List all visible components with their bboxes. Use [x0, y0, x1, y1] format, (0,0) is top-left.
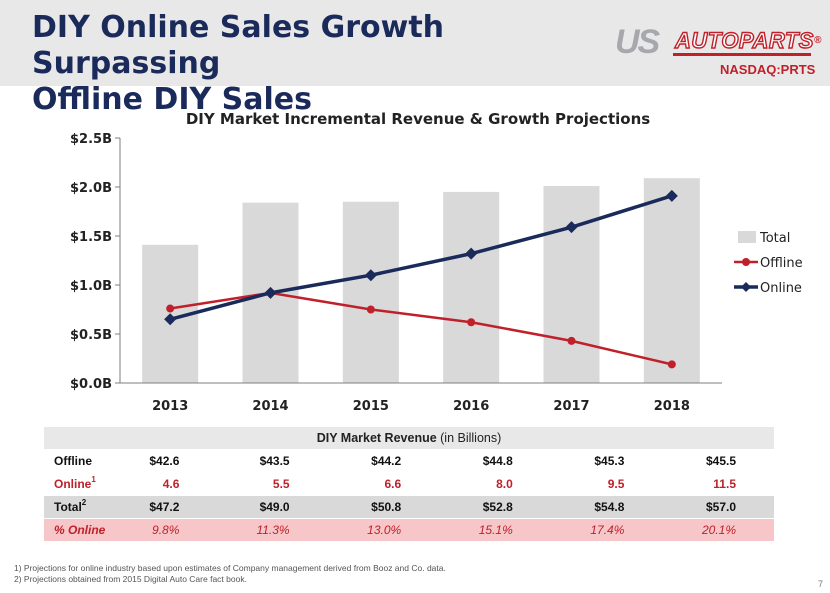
point-offline [366, 305, 375, 314]
nasdaq-ticker: NASDAQ:PRTS [720, 62, 816, 77]
table-cell: 11.3% [217, 518, 328, 542]
table-cell: 4.6 [112, 472, 218, 496]
footnote-marker-2: 2 [81, 498, 87, 507]
y-tick-label: $2.0B [70, 181, 112, 196]
footnote-1: 1) Projections for online industry based… [14, 563, 446, 573]
table-row-total: Total2 $47.2 $49.0 $50.8 $52.8 $54.8 $57… [44, 495, 774, 519]
legend-item-online: Online [734, 281, 802, 296]
title-line-1: DIY Online Sales Growth Surpassing [32, 10, 445, 81]
bar-total [543, 186, 600, 383]
bar-total [643, 178, 700, 383]
y-tick-label: $1.0B [70, 279, 112, 294]
x-tick-label: 2014 [252, 399, 288, 414]
footnote-2: 2) Projections obtained from 2015 Digita… [14, 574, 247, 584]
table-cell: 5.5 [217, 472, 328, 496]
company-logo: US AUTOPARTS® [615, 22, 821, 62]
x-tick-label: 2017 [553, 399, 589, 414]
table-cell: 8.0 [439, 472, 551, 496]
logo-us-text: US [615, 23, 660, 61]
revenue-table: DIY Market Revenue (in Billions) Offline… [44, 427, 774, 542]
table-cell: $45.5 [662, 449, 774, 473]
table-cell: $57.0 [662, 495, 774, 519]
chart-title: DIY Market Incremental Revenue & Growth … [186, 110, 650, 128]
y-tick-label: $1.5B [70, 230, 112, 245]
row-label-offline: Offline [44, 449, 112, 473]
table-row-offline: Offline $42.6 $43.5 $44.2 $44.8 $45.3 $4… [44, 449, 774, 473]
logo-autoparts-text: AUTOPARTS® [674, 28, 822, 53]
point-offline [567, 336, 576, 345]
legend-item-offline: Offline [734, 256, 803, 271]
footnotes: 1) Projections for online industry based… [14, 563, 446, 585]
legend-label-total: Total [759, 231, 790, 246]
footnote-marker-1: 1 [91, 475, 96, 484]
point-online [264, 286, 277, 299]
line-online [169, 194, 673, 321]
table-cell: 9.5 [550, 472, 663, 496]
table-cell: $47.2 [112, 495, 218, 519]
row-label-online: Online1 [44, 472, 112, 496]
row-label-total-text: Total [54, 500, 82, 514]
legend-label-online: Online [760, 281, 802, 296]
table-cell: $45.3 [550, 449, 663, 473]
y-tick-label: $2.5B [70, 132, 112, 147]
table-cell: $44.2 [327, 449, 440, 473]
table-cell: 9.8% [112, 518, 218, 542]
bar-total [443, 191, 500, 383]
header-band [0, 0, 830, 86]
y-tick-label: $0.5B [70, 328, 112, 343]
page-number: 7 [818, 579, 824, 589]
row-label-percent-online: % Online [44, 518, 112, 542]
table-cell: 17.4% [550, 518, 663, 542]
table-header-units: (in Billions) [436, 431, 502, 445]
y-tick-label: $0.0B [70, 377, 112, 392]
table-cell: $52.8 [439, 495, 551, 519]
table-header-bold: DIY Market Revenue [316, 431, 437, 445]
table-cell: 6.6 [327, 472, 440, 496]
x-tick-label: 2018 [654, 399, 690, 414]
point-online [465, 247, 478, 260]
x-tick-label: 2015 [353, 399, 389, 414]
row-label-total: Total2 [44, 495, 112, 519]
logo-underline [673, 53, 811, 56]
table-header: DIY Market Revenue (in Billions) [44, 427, 774, 450]
revenue-chart: DIY Market Incremental Revenue & Growth … [70, 110, 803, 414]
legend-swatch-total [738, 231, 756, 243]
point-online [665, 189, 678, 202]
x-tick-label: 2016 [453, 399, 489, 414]
table-cell: $50.8 [327, 495, 440, 519]
page-title: DIY Online Sales Growth Surpassing Offli… [32, 10, 592, 118]
table-cell: 15.1% [439, 518, 551, 542]
point-offline [467, 318, 476, 327]
point-online [364, 269, 377, 282]
point-offline [166, 304, 175, 313]
table-cell: $44.8 [439, 449, 551, 473]
legend-marker-online [741, 282, 751, 292]
legend-item-total: Total [738, 231, 790, 246]
title-line-2: Offline DIY Sales [32, 82, 312, 117]
table-header-row: DIY Market Revenue (in Billions) [44, 427, 774, 450]
table-cell: $54.8 [550, 495, 663, 519]
row-label-online-text: Online [54, 477, 92, 491]
legend-marker-offline [742, 258, 750, 266]
logo-registered-mark: ® [813, 35, 822, 46]
point-online [164, 313, 177, 326]
table-row-online: Online1 4.6 5.5 6.6 8.0 9.5 11.5 [44, 472, 774, 496]
table-row-percent-online: % Online 9.8% 11.3% 13.0% 15.1% 17.4% 20… [44, 518, 774, 542]
table-cell: 20.1% [662, 518, 774, 542]
point-offline [667, 360, 676, 369]
table-cell: $42.6 [112, 449, 218, 473]
table-cell: $49.0 [217, 495, 328, 519]
bar-total [342, 201, 399, 383]
logo-autoparts-word: AUTOPARTS [674, 28, 814, 53]
table-cell: $43.5 [217, 449, 328, 473]
legend-label-offline: Offline [760, 256, 803, 271]
x-tick-label: 2013 [152, 399, 188, 414]
table-cell: 13.0% [327, 518, 440, 542]
table-cell: 11.5 [662, 472, 774, 496]
point-online [565, 221, 578, 234]
